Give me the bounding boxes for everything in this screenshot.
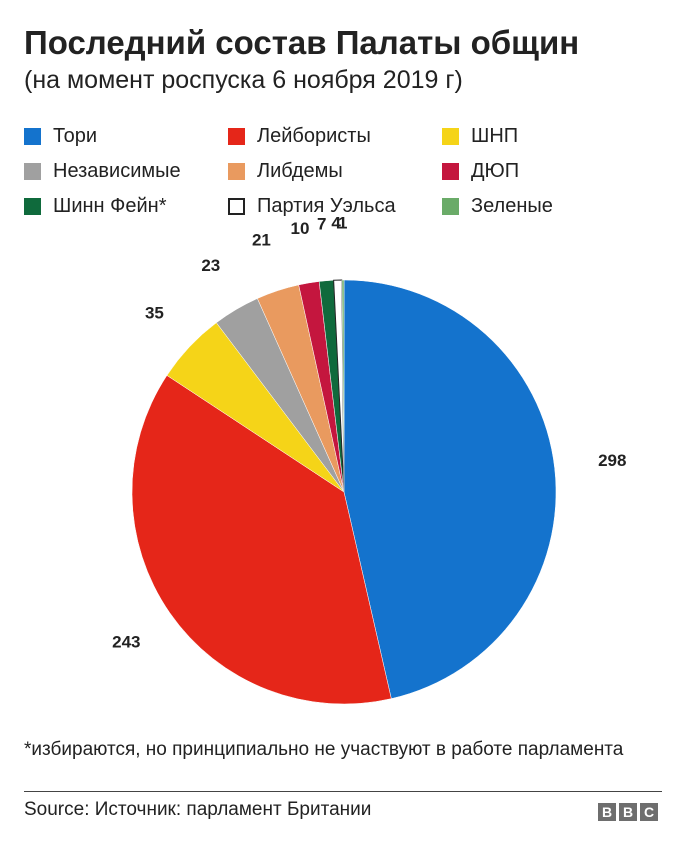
slice-value-label: 10 xyxy=(290,219,309,238)
logo-letter: B xyxy=(598,803,616,821)
legend-label: Независимые xyxy=(53,159,181,182)
legend-label: Шинн Фейн* xyxy=(53,194,167,217)
logo-letter: B xyxy=(619,803,637,821)
legend-item: ШНП xyxy=(442,122,518,150)
slice-value-label: 21 xyxy=(252,231,271,250)
legend-swatch xyxy=(442,197,459,215)
legend-label: Зеленые xyxy=(471,194,553,217)
slice-value-label: 298 xyxy=(598,451,626,470)
footnote: *избираются, но принципиально не участву… xyxy=(24,739,624,760)
legend-item: Независимые xyxy=(24,157,181,185)
legend-item: Зеленые xyxy=(442,192,553,220)
slice-value-label: 4 xyxy=(331,214,341,233)
legend-swatch xyxy=(442,127,459,145)
pie-slice xyxy=(343,279,557,699)
legend-label: ШНП xyxy=(471,124,519,147)
legend-label: Партия Уэльса xyxy=(257,194,396,217)
legend-item: Партия Уэльса xyxy=(228,192,396,220)
legend: Тори Лейбористы ШНП Независимые Либдемы ДЮП Ши… xyxy=(24,122,664,222)
legend-label: Тори xyxy=(53,124,98,147)
legend-label: Лейбористы xyxy=(257,124,371,147)
pie-slice xyxy=(341,279,345,493)
legend-item: Лейбористы xyxy=(228,122,371,150)
legend-item: Шинн Фейн* xyxy=(24,192,166,220)
source-text: Source: Источник: парламент Британии xyxy=(24,799,372,820)
slice-value-label: 35 xyxy=(145,304,164,323)
legend-swatch xyxy=(228,127,245,145)
legend-swatch xyxy=(228,197,245,215)
legend-swatch xyxy=(24,162,41,180)
legend-swatch xyxy=(24,197,41,215)
legend-swatch xyxy=(228,162,245,180)
legend-swatch xyxy=(24,127,41,145)
divider xyxy=(24,791,662,792)
bbc-logo: B B C xyxy=(598,803,658,821)
chart-subtitle: (на момент роспуска 6 ноября 2019 г) xyxy=(24,66,463,94)
slice-value-label: 1 xyxy=(338,213,347,232)
logo-letter: C xyxy=(640,803,658,821)
legend-item: Тори xyxy=(24,122,97,150)
slice-value-label: 23 xyxy=(201,256,220,275)
slice-value-label: 243 xyxy=(112,633,140,652)
legend-label: ДЮП xyxy=(471,159,520,182)
pie-slice xyxy=(131,375,392,705)
chart-title: Последний состав Палаты общин xyxy=(24,24,580,61)
legend-item: Либдемы xyxy=(228,157,343,185)
legend-label: Либдемы xyxy=(257,159,343,182)
legend-swatch xyxy=(442,162,459,180)
legend-item: ДЮП xyxy=(442,157,519,185)
slice-value-label: 7 xyxy=(317,214,326,233)
